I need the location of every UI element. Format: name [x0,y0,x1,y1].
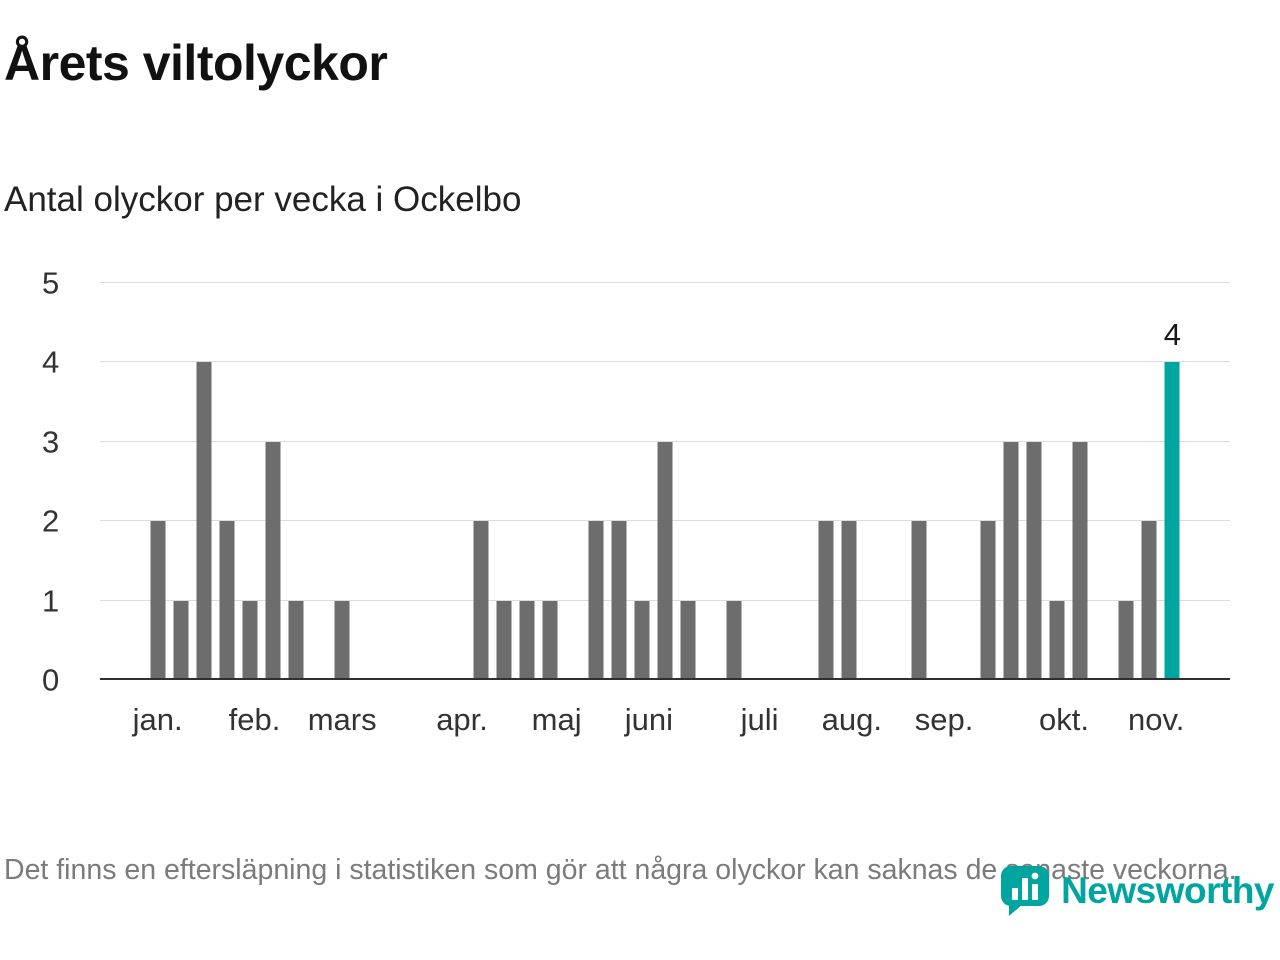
x-tick-jan: jan. [132,702,183,737]
y-tick-label: 5 [42,265,60,301]
bar-week-18 [496,600,512,680]
newsworthy-logo-icon [1001,866,1050,916]
bar-week-26 [680,600,696,680]
bar-week-39 [980,521,996,680]
bar-week-7 [242,600,258,680]
bar-week-17 [473,521,488,680]
bar-week-4 [173,600,189,680]
bar-week-42 [1049,600,1065,680]
newsworthy-logo: Newsworthy [999,864,1274,918]
x-axis: jan. feb. mars apr. maj juni juli aug. sep. okt. n… [100,702,1230,750]
bar-week-19 [519,600,535,680]
bar-week-25 [657,441,673,680]
bar-week-6 [219,521,235,680]
bar-week-43 [1072,441,1088,680]
bar-week-9 [288,600,304,680]
gridline [100,282,1230,283]
chart-subtitle: Antal olyckor per vecka i Ockelbo [4,180,522,219]
gridline [100,440,1230,442]
x-tick-mars: mars [307,702,377,737]
x-tick-aug: aug. [821,702,882,737]
bar-week-47 [1164,362,1180,680]
bar-value-label: 4 [1163,317,1181,353]
plot-area: 0 1 2 3 4 5 4 [42,268,1230,696]
y-tick-label: 4 [42,344,60,380]
x-tick-juli: juli [740,702,779,737]
bar-week-46 [1141,521,1157,680]
bar-week-28 [726,600,742,680]
x-tick-feb: feb. [228,702,281,737]
y-tick-label: 2 [42,503,60,539]
bar-week-41 [1026,441,1042,680]
newsworthy-logo-text: Newsworthy [1061,870,1274,911]
x-tick-okt: okt. [1038,702,1089,737]
bar-week-20 [542,600,558,680]
chart-title: Årets viltolyckor [4,35,388,91]
x-tick-nov: nov. [1128,702,1185,737]
bar-week-33 [841,521,857,680]
x-tick-sep: sep. [914,702,974,737]
bar-week-45 [1118,600,1134,680]
x-tick-maj: maj [531,702,582,737]
bar-week-23 [611,521,627,680]
y-tick-label: 3 [42,424,60,460]
y-tick-label: 0 [42,662,60,698]
gridline [100,361,1230,363]
bar-week-3 [150,521,166,680]
bar-week-11 [334,600,350,680]
x-axis-line [100,678,1230,680]
bar-week-40 [1003,441,1019,680]
y-tick-label: 1 [42,583,60,619]
x-tick-juni: juni [624,702,673,737]
x-tick-apr: apr. [436,702,488,737]
bar-week-32 [818,521,834,680]
bar-week-24 [634,600,650,680]
bar-week-5 [196,362,212,680]
bar-week-8 [265,441,281,680]
bar-week-22 [588,521,604,680]
bar-week-36 [911,521,927,680]
